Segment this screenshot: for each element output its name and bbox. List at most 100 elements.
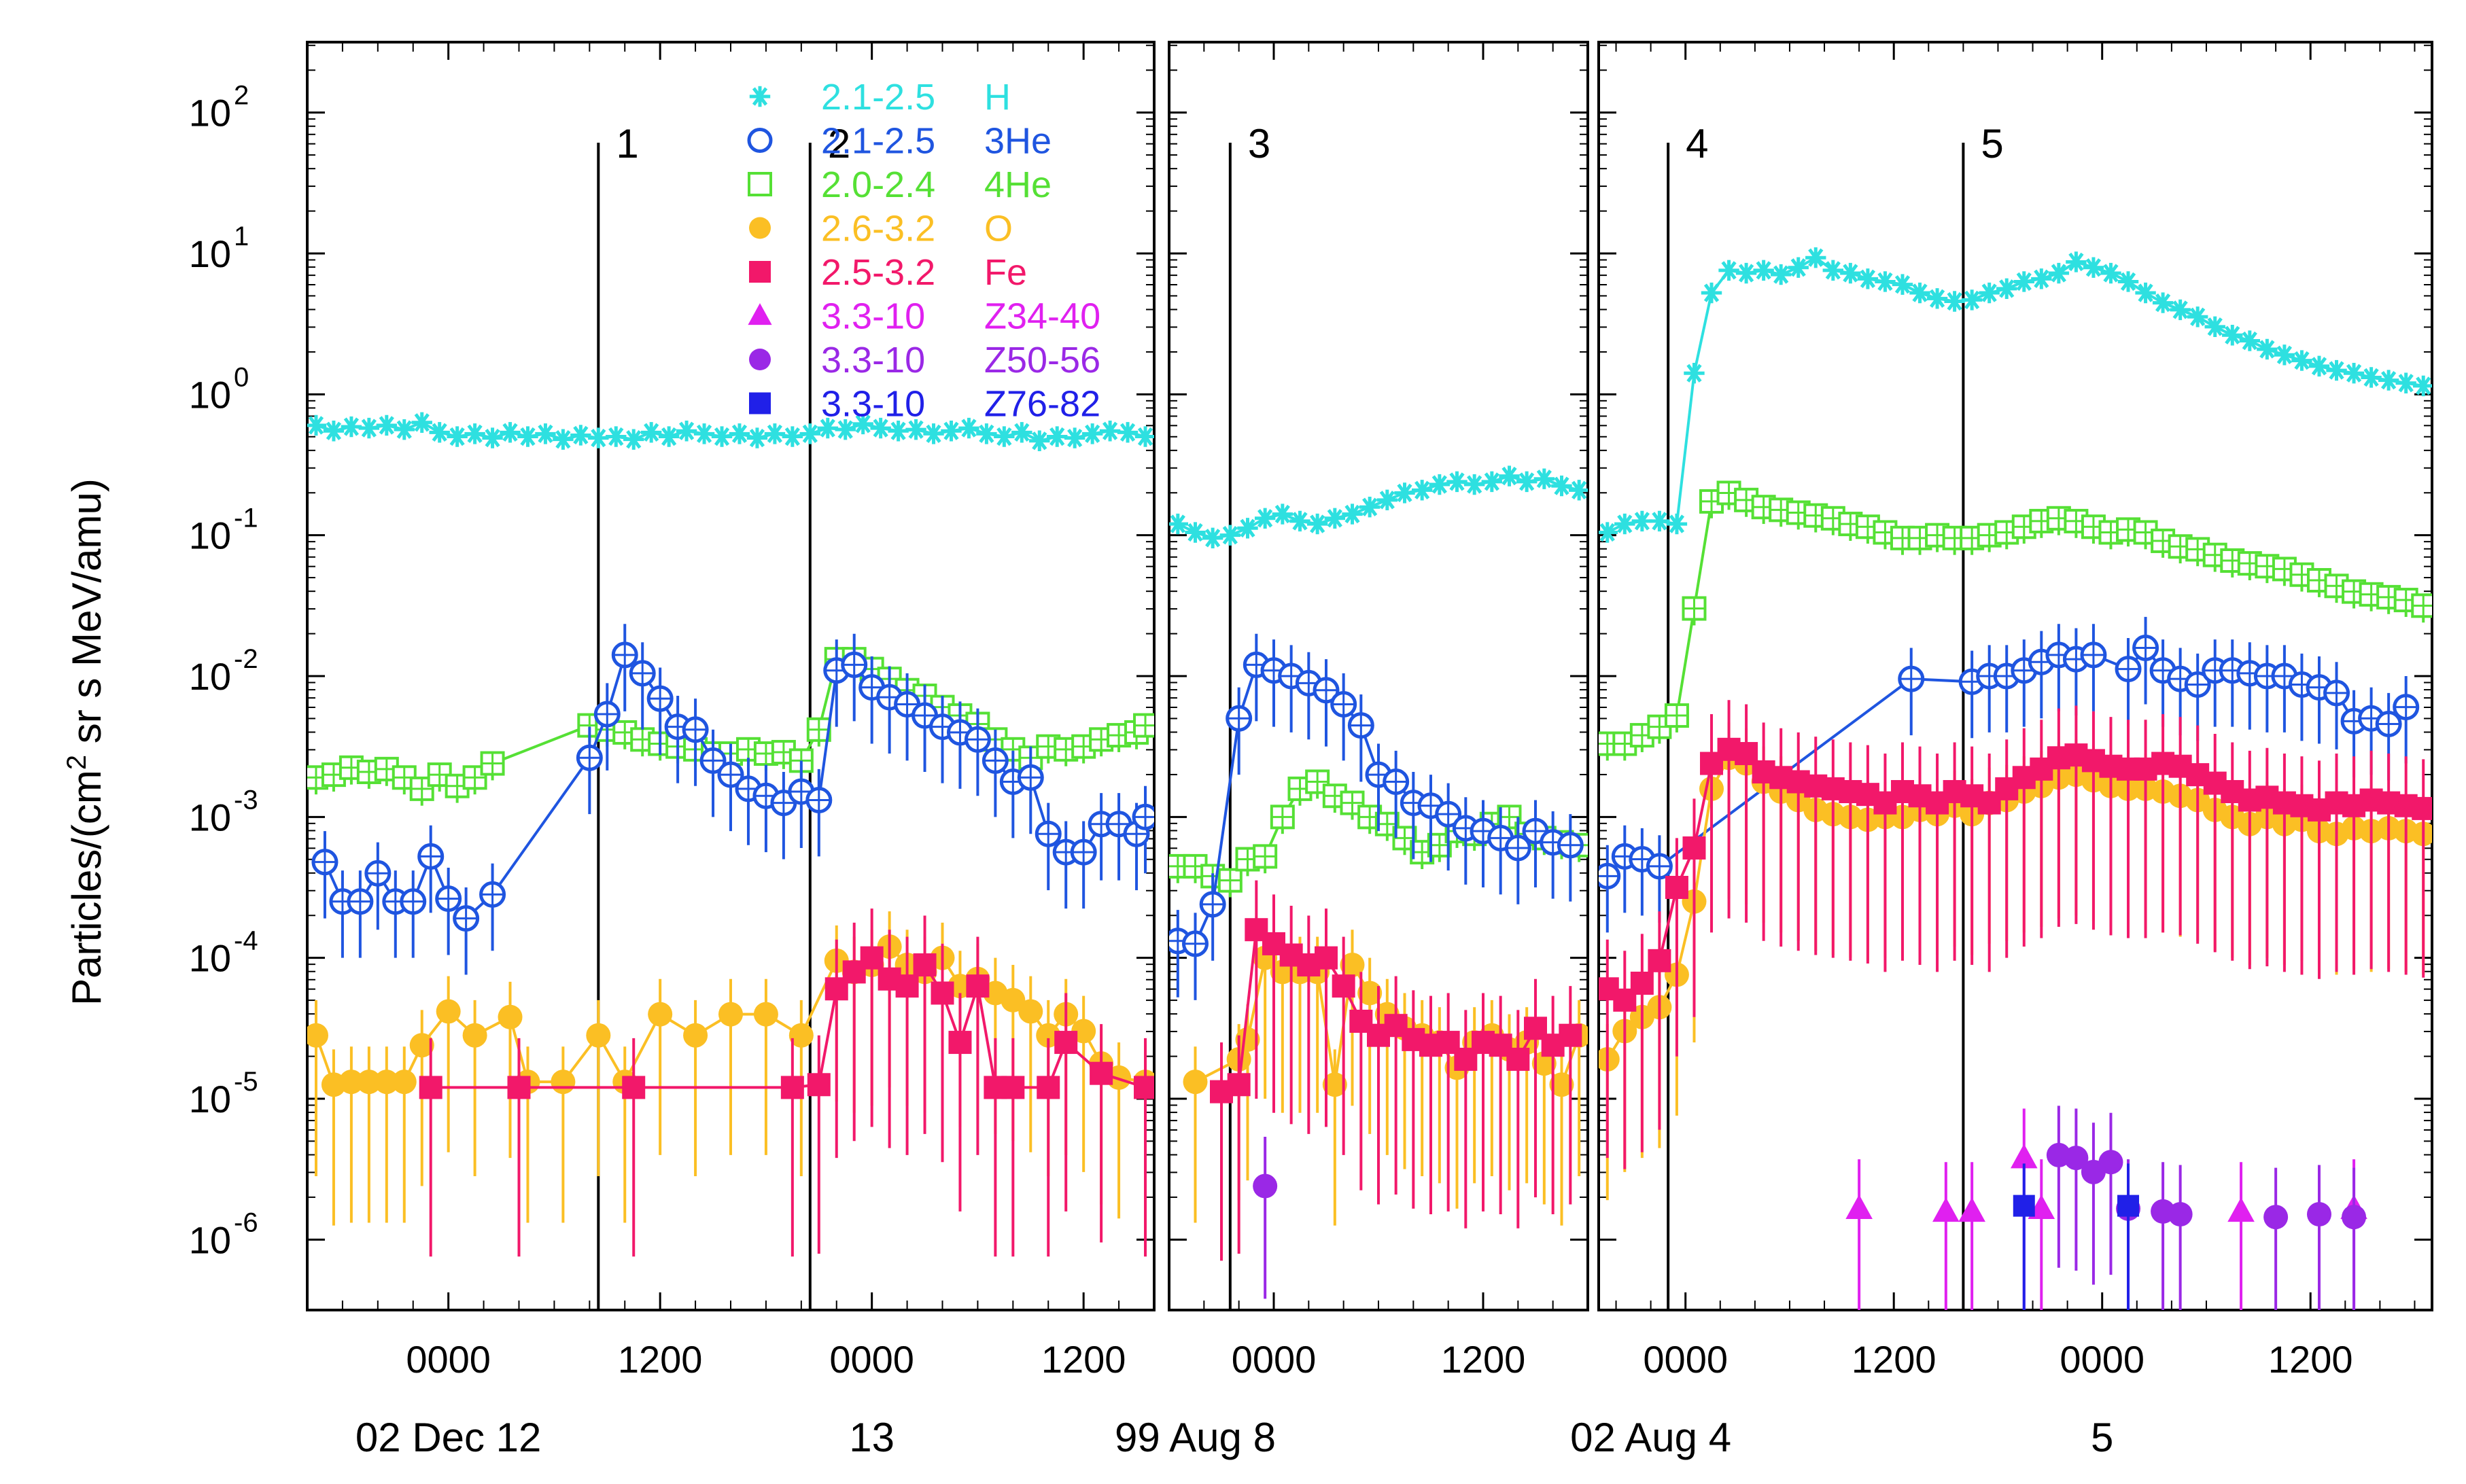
point-H [482,427,503,448]
point-He3 [1435,800,1462,828]
point-Fe [1665,876,1688,899]
point-H [799,423,821,444]
point-H [1306,513,1328,535]
legend-item-He4: 2.0-2.4 4He [748,164,1052,205]
point-H [2066,251,2087,272]
y-tick-exp: -6 [234,1207,258,1237]
event-label-4: 4 [1686,121,1708,166]
point-H [1805,247,1826,268]
point-He3 [347,888,374,915]
point-H [1961,289,1983,311]
point-He4 [806,717,831,742]
point-H [1202,527,1223,549]
point-Fe [948,1031,972,1055]
point-H [2031,268,2052,289]
y-tick-label: 10 -6 [189,1207,258,1261]
point-H [1254,508,1276,529]
point-Z50 [2306,1202,2331,1227]
x-tick-label: 0000 [1232,1338,1317,1381]
point-H [1892,274,1913,295]
legend-marker [749,261,771,283]
point-He3 [2375,710,2402,737]
point-H [958,417,979,439]
point-Fe [1037,1076,1060,1099]
series-He3 [1169,633,1584,1000]
point-H [1568,480,1588,501]
point-He3 [1313,677,1340,704]
point-H [429,422,450,443]
point-H [553,429,574,450]
point-Fe [1630,971,1654,995]
point-He3 [611,641,638,669]
point-O [1235,1027,1260,1052]
date-label: 5 [2091,1415,2113,1460]
point-He3 [364,860,392,887]
point-He3 [400,888,427,915]
point-H [447,426,468,447]
point-Fe [895,974,919,998]
y-tick-base: 10 [189,92,231,135]
y-tick-base: 10 [189,373,231,416]
point-H [640,422,662,443]
panel-1: 0000 1200 0000 1200 02 Dec 12 13 1 2 [306,41,1156,1460]
legend-item-O: 2.6-3.2 O [749,209,1013,249]
point-Fe [966,974,990,998]
point-Fe [1332,974,1355,998]
point-O [2411,822,2432,847]
series-group [307,412,1154,1257]
point-Fe [1227,1073,1251,1097]
point-H [1551,475,1572,497]
point-H [1394,482,1415,504]
point-H [623,429,644,450]
point-H [570,425,591,446]
point-H [1909,282,1930,304]
point-H [1944,291,1965,312]
point-H [2361,367,2382,388]
legend-species: H [984,77,1011,118]
point-He3 [1599,862,1621,889]
series-group [1599,247,2432,1310]
point-H [1996,278,2017,300]
point-He3 [1017,764,1044,791]
point-H [693,423,715,444]
point-H [2326,359,2347,381]
point-H [1788,257,1809,278]
point-He4 [1357,805,1383,830]
series-Z76 [2013,1163,2140,1310]
point-H [606,426,627,447]
series-Z50 [2046,1106,2367,1310]
point-H [2117,271,2139,292]
point-H [1376,489,1398,511]
point-He3 [1646,853,1673,880]
point-H [1359,497,1380,518]
point-He3 [1182,930,1209,957]
point-He4 [1217,868,1243,893]
point-O [1599,1046,1620,1072]
legend-energy: 2.0-2.4 [821,164,935,205]
point-H [2413,375,2432,397]
point-H [905,419,926,440]
y-tick-base: 10 [189,232,231,275]
date-label: 02 Dec 12 [355,1415,542,1460]
y-tick-label: 10 -4 [189,926,258,980]
series-H [307,412,1154,451]
point-He4 [1253,844,1278,869]
event-label-2: 2 [828,121,850,166]
point-H [588,427,609,448]
point-Fe [780,1076,804,1099]
point-He3 [2393,694,2420,721]
x-tick-label: 1200 [1441,1338,1526,1381]
point-O [1531,1051,1557,1076]
legend-item-He3: 2.1-2.5 3He [747,121,1052,162]
legend-item-Fe: 2.5-3.2 Fe [749,252,1027,293]
point-H [464,423,485,444]
point-O [683,1023,708,1048]
point-H [1219,525,1241,546]
point-H [1926,288,1948,309]
point-He3 [453,905,480,932]
series-He3 [1599,616,2420,933]
panel-2: 0000 1200 99 Aug 8 3 [1115,41,1589,1460]
point-H [1029,430,1050,451]
point-H [923,423,944,444]
point-O [374,1070,399,1095]
